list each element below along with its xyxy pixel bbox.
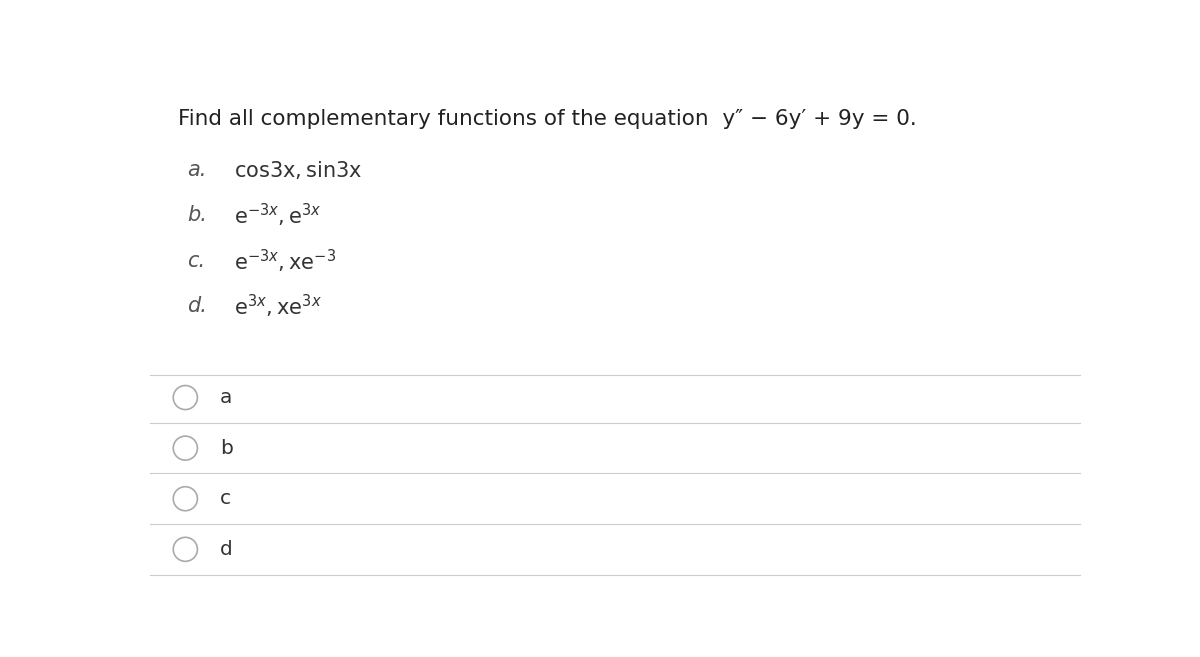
Text: a: a [220, 388, 232, 407]
Text: $\mathrm{cos3x,sin3x}$: $\mathrm{cos3x,sin3x}$ [234, 159, 362, 181]
Text: d.: d. [187, 296, 208, 317]
Text: Find all complementary functions of the equation  y″ − 6y′ + 9y = 0.: Find all complementary functions of the … [178, 109, 917, 129]
Text: c.: c. [187, 251, 205, 271]
Text: b: b [220, 439, 233, 458]
Text: d: d [220, 540, 233, 559]
Text: $\mathrm{e}^{-3x}\mathrm{,e}^{3x}$: $\mathrm{e}^{-3x}\mathrm{,e}^{3x}$ [234, 202, 322, 229]
Text: b.: b. [187, 206, 208, 225]
Text: a.: a. [187, 160, 206, 180]
Text: c: c [220, 489, 230, 509]
Text: $\mathrm{e}^{-3x}\mathrm{,xe}^{-3}$: $\mathrm{e}^{-3x}\mathrm{,xe}^{-3}$ [234, 247, 336, 275]
Text: $\mathrm{e}^{3x}\mathrm{,xe}^{3x}$: $\mathrm{e}^{3x}\mathrm{,xe}^{3x}$ [234, 293, 322, 320]
